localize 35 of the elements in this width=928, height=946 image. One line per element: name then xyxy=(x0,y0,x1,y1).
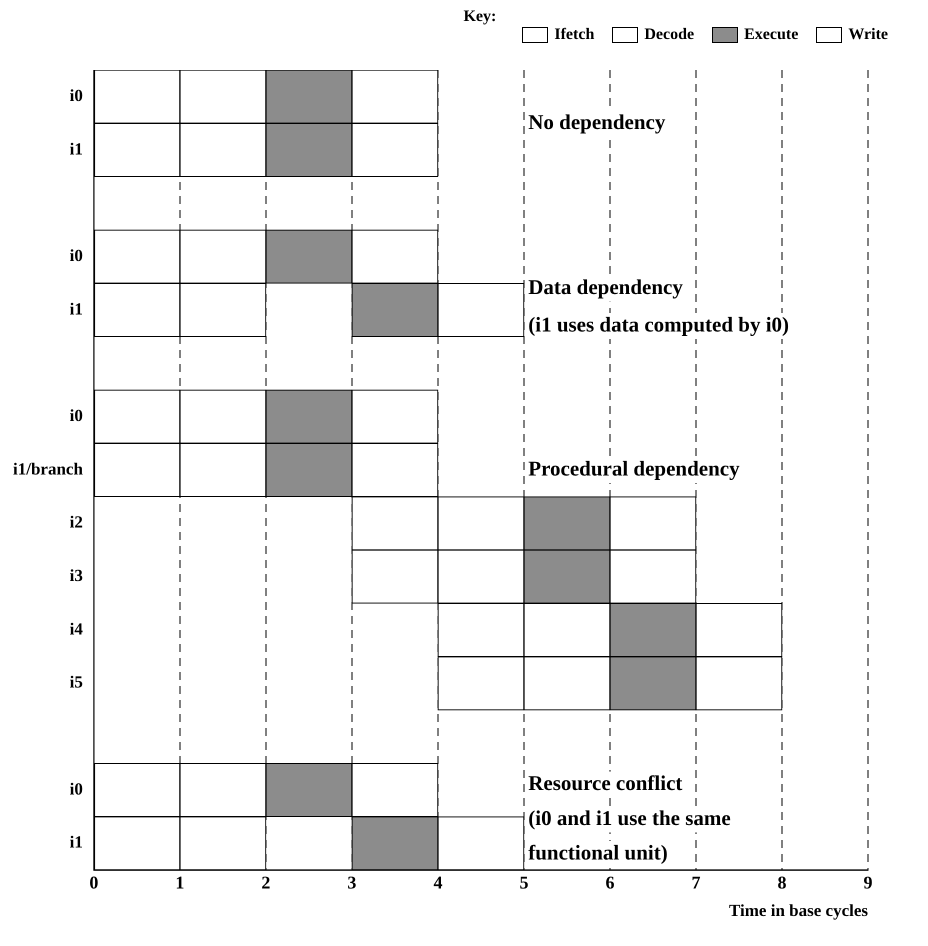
x-tick-label: 0 xyxy=(89,872,98,892)
x-tick-label: 6 xyxy=(605,872,614,892)
x-tick-label: 3 xyxy=(347,872,356,892)
legend-title: Key: xyxy=(463,8,496,26)
legend-label: Execute xyxy=(744,26,798,44)
annotation: Procedural dependency xyxy=(528,456,740,480)
y-tick-label: i1 xyxy=(70,299,83,318)
y-tick-label: i3 xyxy=(70,566,83,586)
y-tick-label: i1 xyxy=(70,139,83,158)
y-tick-label: i2 xyxy=(70,512,83,532)
annotation: (i0 and i1 use the same xyxy=(528,806,731,830)
annotation: (i1 uses data computed by i0) xyxy=(528,312,790,336)
x-tick-label: 1 xyxy=(175,872,184,892)
x-tick-label: 4 xyxy=(433,872,442,892)
annotation: Resource conflict xyxy=(528,771,682,796)
y-tick-label: i0 xyxy=(70,406,83,426)
x-axis-title: Time in base cycles xyxy=(729,901,868,920)
y-tick-label: i5 xyxy=(70,672,83,692)
x-tick-label: 8 xyxy=(777,872,786,892)
text: Write xyxy=(848,26,888,44)
y-tick-label: i1 xyxy=(70,832,83,852)
x-tick-label: 9 xyxy=(864,872,872,892)
annotation: Data dependency xyxy=(528,275,684,300)
y-tick-label: i1/branch xyxy=(12,459,84,478)
y-tick-label: i0 xyxy=(70,246,83,266)
annotation: No dependency xyxy=(528,110,666,134)
annotation: functional unit) xyxy=(528,840,668,864)
x-tick-label: 7 xyxy=(691,872,700,892)
y-tick-label: i0 xyxy=(70,86,83,106)
x-tick-label: 2 xyxy=(261,872,270,892)
x-tick-label: 5 xyxy=(519,872,528,892)
text: Ifetch xyxy=(554,26,594,44)
y-tick-label: i4 xyxy=(70,619,84,638)
text: Decode xyxy=(644,26,694,44)
y-tick-label: i0 xyxy=(70,779,83,798)
